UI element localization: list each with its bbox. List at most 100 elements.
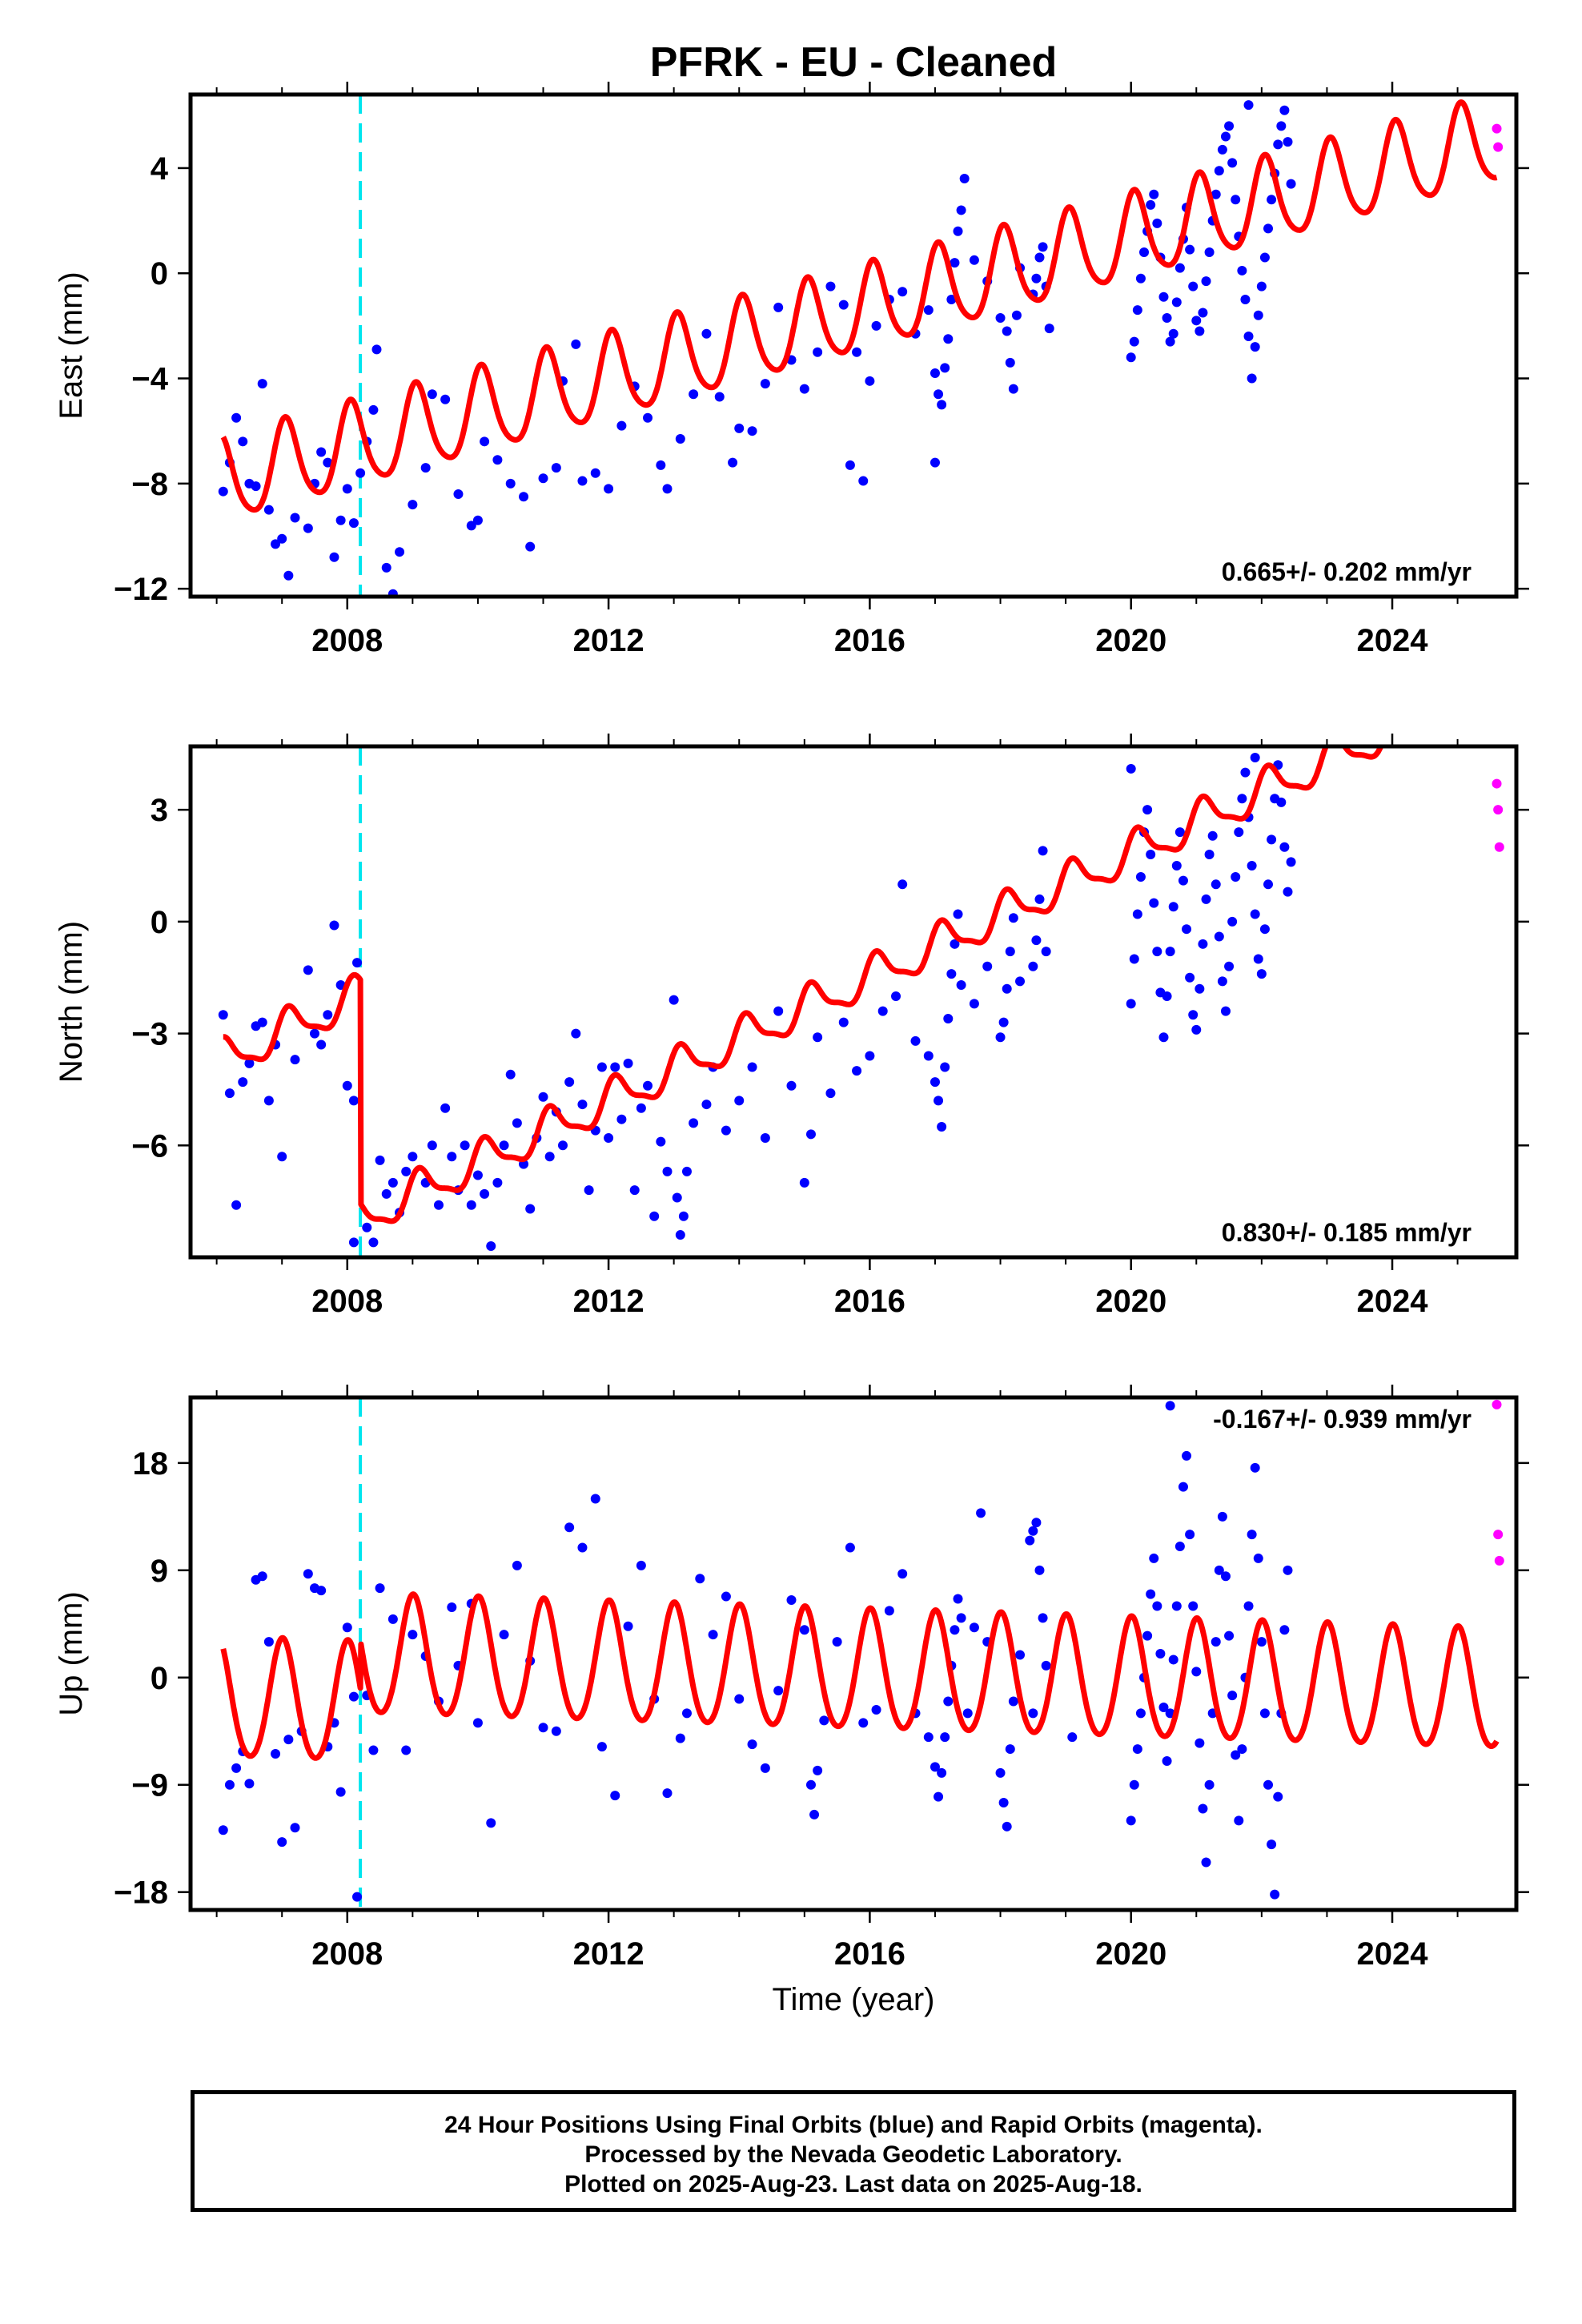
final-orbit-point	[427, 1140, 437, 1151]
final-orbit-point	[1231, 195, 1241, 205]
final-orbit-point	[571, 339, 581, 349]
x-tick-label: 2008	[311, 1284, 383, 1319]
final-orbit-point	[858, 476, 869, 486]
final-orbit-point	[1247, 861, 1257, 871]
final-orbit-point	[943, 334, 954, 344]
final-orbit-point	[1162, 991, 1172, 1002]
final-orbit-point	[1214, 1565, 1224, 1575]
final-orbit-point	[1129, 336, 1139, 347]
x-tick-label: 2016	[834, 1936, 905, 1972]
rapid-orbit-point	[1493, 805, 1504, 815]
final-orbit-point	[760, 1132, 770, 1143]
final-orbit-point	[669, 995, 679, 1005]
final-orbit-point	[1158, 1702, 1169, 1712]
final-orbit-point	[1038, 242, 1048, 252]
final-orbit-point	[1185, 244, 1195, 255]
final-orbit-point	[512, 1118, 522, 1128]
final-orbit-point	[865, 1051, 875, 1061]
final-orbit-point	[218, 1010, 228, 1020]
final-orbit-point	[1253, 954, 1263, 964]
final-orbit-point	[290, 1823, 300, 1833]
final-orbit-point	[1171, 297, 1182, 308]
final-orbit-point	[283, 1735, 294, 1745]
final-orbit-point	[714, 392, 725, 402]
final-orbit-point	[342, 1622, 352, 1633]
final-orbit-point	[348, 1096, 359, 1106]
north-plot-area	[218, 746, 1504, 1257]
final-orbit-point	[871, 1704, 881, 1715]
final-orbit-point	[352, 1892, 363, 1902]
final-orbit-point	[930, 1077, 940, 1088]
y-tick-label: −8	[131, 467, 168, 502]
chart-title: PFRK - EU - Cleaned	[650, 39, 1058, 86]
final-orbit-point	[1263, 879, 1274, 890]
final-orbit-point	[1149, 898, 1159, 908]
east-plot-area	[218, 94, 1504, 597]
final-orbit-point	[998, 1798, 1009, 1808]
final-orbit-point	[610, 1791, 620, 1801]
final-orbit-point	[656, 1136, 666, 1147]
x-tick-label: 2008	[311, 623, 383, 658]
final-orbit-point	[290, 513, 300, 523]
final-orbit-point	[1250, 342, 1260, 352]
final-orbit-point	[329, 920, 339, 931]
final-orbit-point	[1204, 1779, 1215, 1790]
final-orbit-point	[995, 1767, 1006, 1778]
final-orbit-point	[773, 302, 784, 312]
x-tick-label: 2012	[573, 623, 644, 658]
final-orbit-point	[472, 1718, 483, 1728]
final-orbit-point	[348, 1237, 359, 1248]
final-orbit-point	[277, 1152, 287, 1162]
final-orbit-point	[1005, 1744, 1015, 1755]
final-orbit-point	[838, 300, 849, 310]
final-orbit-point	[1126, 999, 1136, 1009]
final-orbit-point	[1132, 305, 1142, 316]
final-orbit-point	[1247, 373, 1257, 384]
final-orbit-point	[571, 1028, 581, 1039]
final-orbit-point	[1034, 252, 1045, 263]
final-orbit-point	[897, 879, 908, 890]
final-orbit-point	[1041, 947, 1051, 957]
final-orbit-point	[290, 1055, 300, 1065]
final-orbit-point	[623, 1058, 633, 1068]
final-orbit-point	[1174, 827, 1185, 838]
final-orbit-point	[825, 281, 836, 292]
final-orbit-point	[1259, 252, 1270, 263]
final-orbit-point	[238, 1077, 248, 1088]
final-orbit-point	[538, 473, 548, 484]
y-tick-label: 0	[151, 905, 168, 940]
final-orbit-point	[375, 1583, 385, 1594]
x-tick-label: 2016	[834, 623, 905, 658]
final-orbit-point	[263, 1637, 274, 1647]
final-orbit-point	[956, 980, 966, 991]
final-orbit-point	[1126, 352, 1136, 363]
final-orbit-point	[323, 457, 333, 468]
final-orbit-point	[263, 1096, 274, 1106]
final-orbit-point	[1146, 1589, 1156, 1599]
rapid-orbit-point	[1494, 842, 1504, 852]
final-orbit-point	[1211, 189, 1221, 199]
up-rate-label: -0.167+/- 0.939 mm/yr	[1213, 1405, 1472, 1433]
final-orbit-point	[1279, 1625, 1290, 1635]
final-orbit-point	[499, 1140, 509, 1151]
final-orbit-point	[387, 1614, 398, 1624]
up-axis-label: Up (mm)	[54, 1591, 89, 1716]
final-orbit-point	[1158, 1032, 1169, 1043]
final-orbit-point	[564, 1522, 575, 1533]
final-orbit-point	[368, 1237, 379, 1248]
final-orbit-point	[845, 1542, 855, 1553]
final-orbit-point	[1185, 972, 1195, 983]
final-orbit-point	[643, 412, 653, 423]
final-orbit-point	[923, 1732, 934, 1743]
final-orbit-point	[799, 384, 809, 394]
final-orbit-point	[1201, 894, 1211, 904]
final-orbit-point	[1152, 1601, 1162, 1611]
final-orbit-point	[813, 347, 823, 357]
final-orbit-point	[1126, 1815, 1136, 1826]
final-orbit-point	[930, 457, 940, 468]
final-orbit-point	[1201, 276, 1211, 287]
final-orbit-point	[760, 1763, 770, 1773]
north-rate-label: 0.830+/- 0.185 mm/yr	[1222, 1218, 1472, 1247]
final-orbit-point	[1243, 332, 1254, 342]
final-orbit-point	[656, 460, 666, 470]
